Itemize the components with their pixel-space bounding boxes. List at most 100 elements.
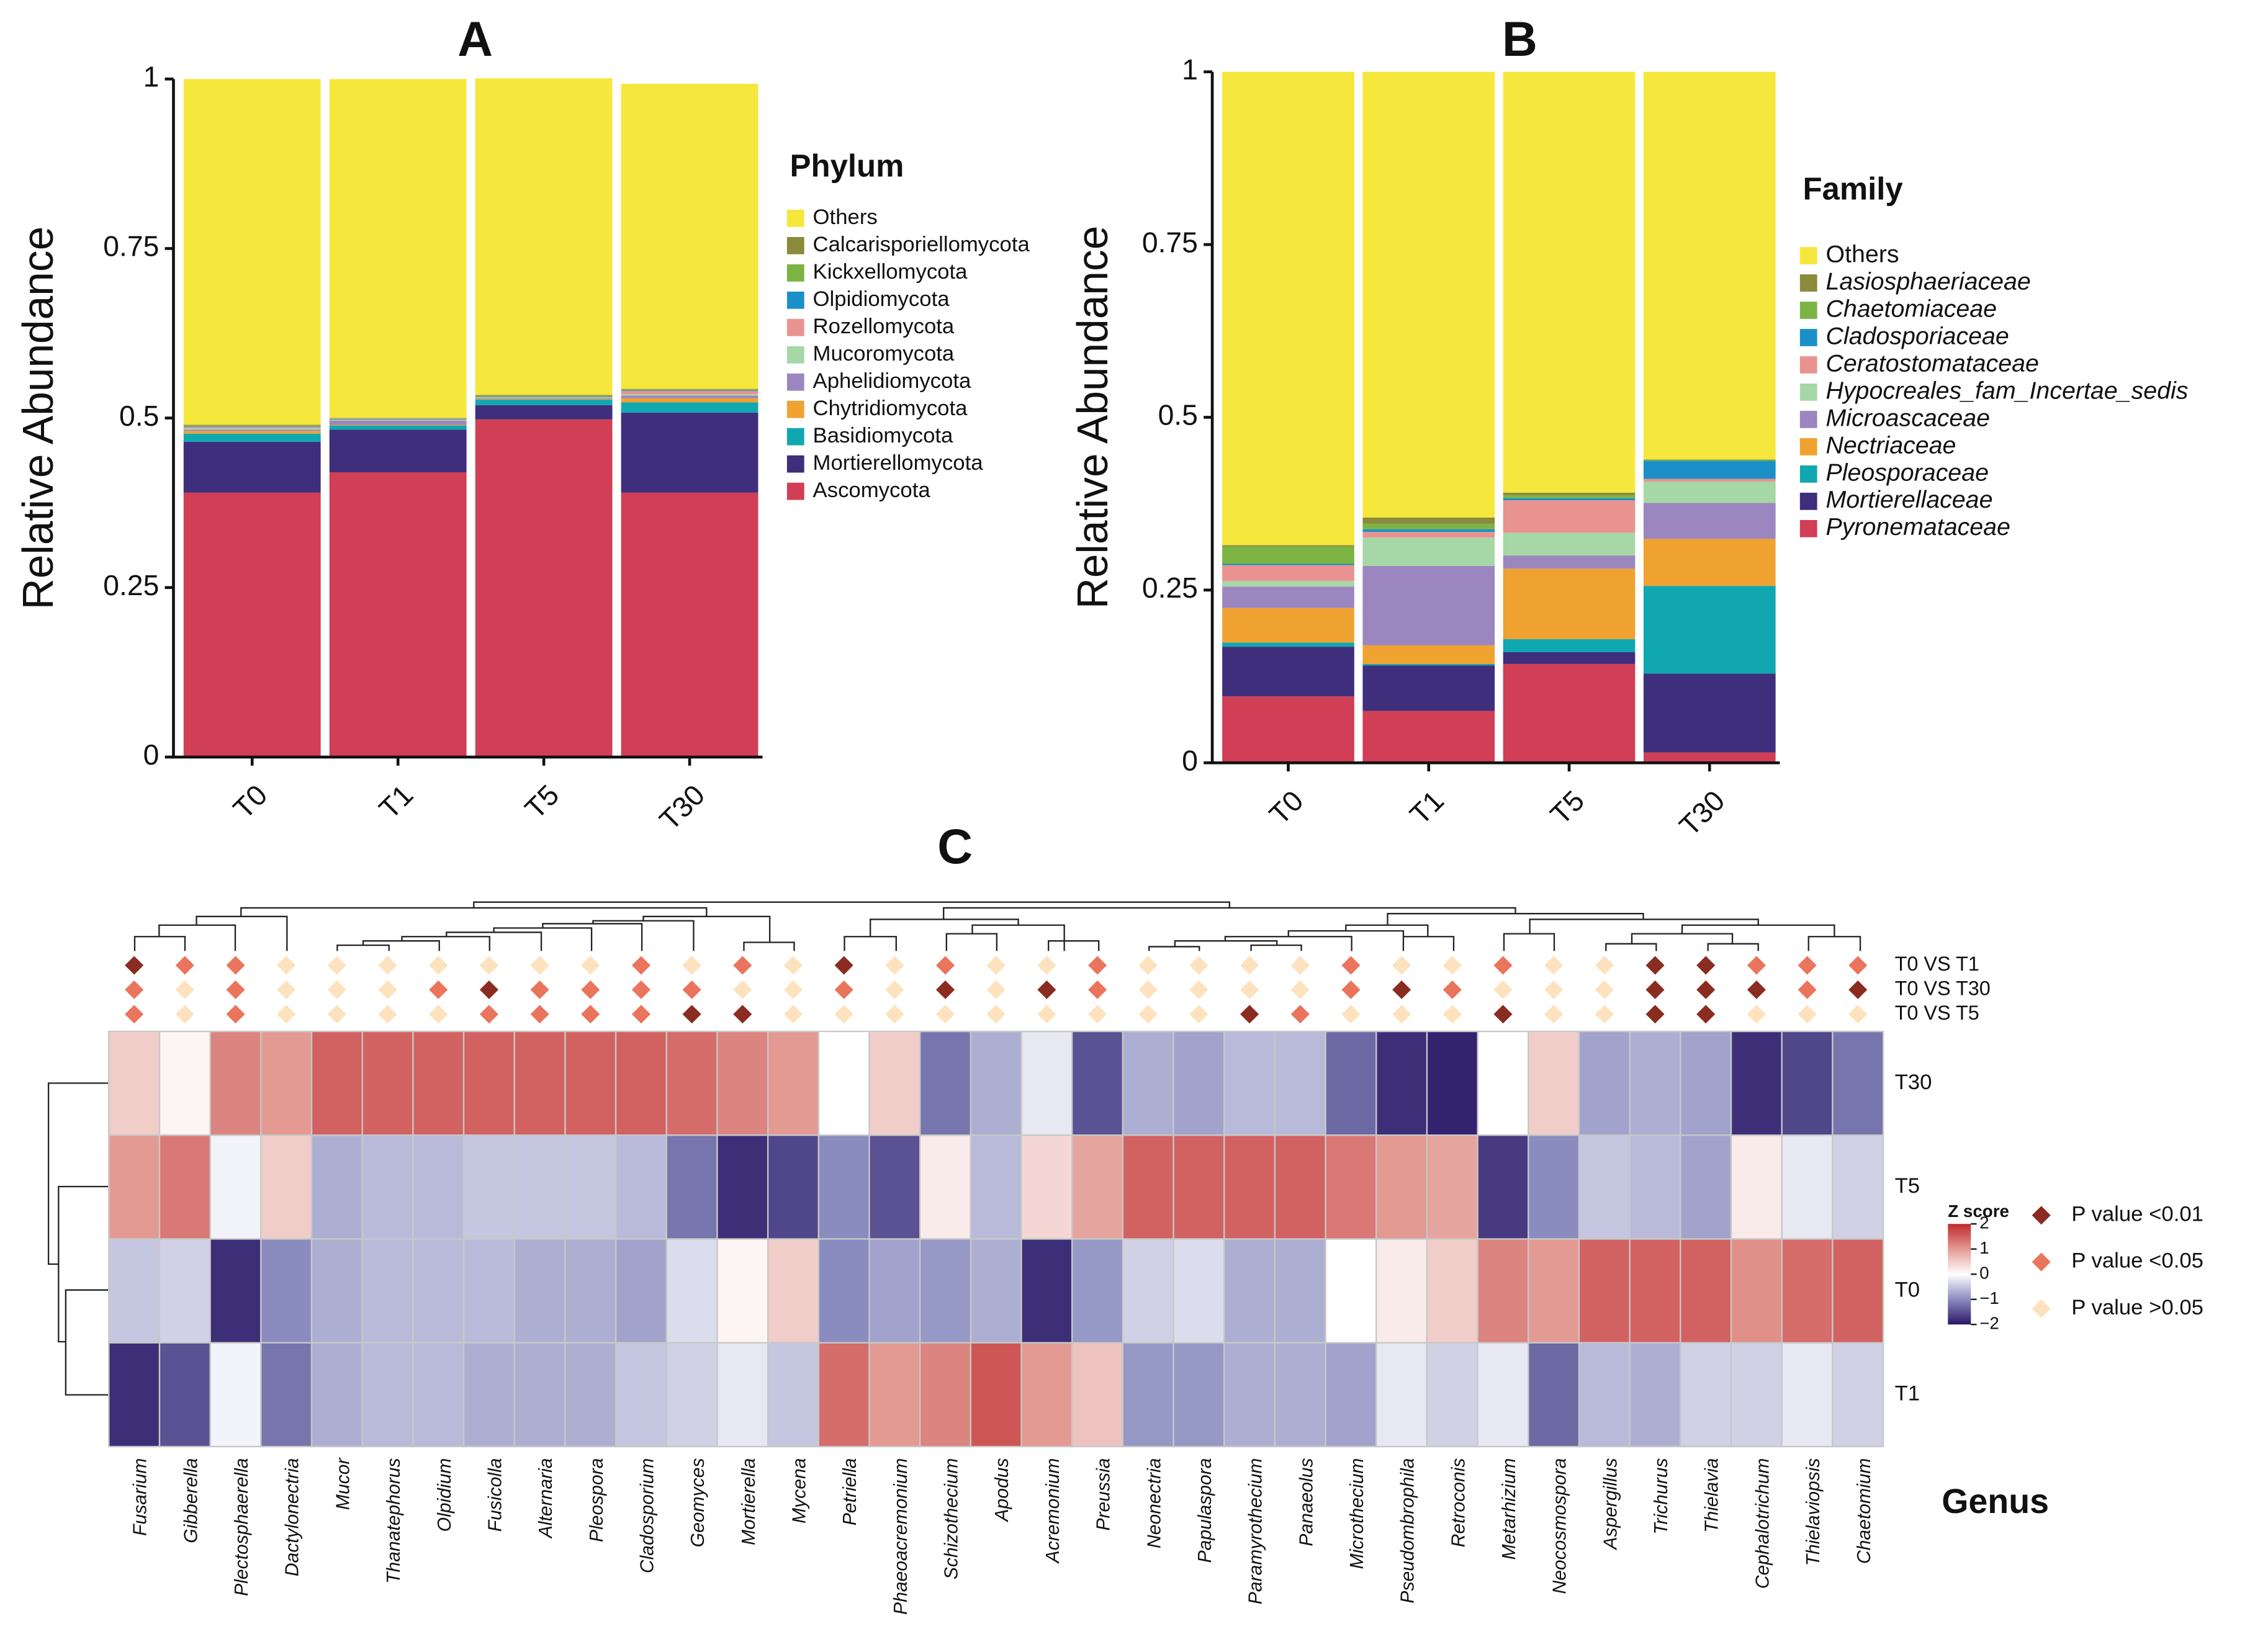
heatmap-cell: [412, 1134, 465, 1240]
column-label: Pleospora: [587, 1458, 607, 1542]
heatmap-cell: [108, 1030, 161, 1136]
column-label: Mucor: [333, 1457, 353, 1511]
heatmap-cell: [1528, 1342, 1580, 1448]
y-tick-label: 0.25: [1142, 572, 1198, 604]
column-label: Cephalotrichum: [1752, 1458, 1773, 1589]
significance-marker: [1138, 956, 1158, 975]
bar-segment: [475, 78, 613, 395]
bar-segment: [1222, 608, 1354, 643]
bar-segment: [1503, 652, 1636, 664]
legend-label: Cladosporiaceae: [1825, 322, 2009, 349]
heatmap-cell: [158, 1030, 211, 1136]
bar-segment: [329, 79, 467, 418]
legend-label: Aphelidiomycota: [813, 369, 971, 393]
significance-marker: [581, 980, 600, 999]
legend-label: Ascomycota: [813, 478, 931, 502]
heatmap-cell: [1223, 1030, 1276, 1136]
significance-marker: [530, 1005, 549, 1024]
heatmap-cell: [1477, 1238, 1529, 1344]
significance-marker: [226, 1005, 245, 1024]
bar-segment: [1222, 545, 1354, 547]
heatmap-cell: [1730, 1342, 1783, 1448]
heatmap-cell: [564, 1342, 617, 1448]
legend-swatch: [1799, 519, 1817, 537]
heatmap-cell: [1730, 1134, 1783, 1240]
bar-segment: [621, 390, 758, 395]
heatmap-cell: [412, 1030, 465, 1136]
column-label: Geomyces: [688, 1458, 708, 1548]
heatmap-cell: [1223, 1238, 1276, 1344]
heatmap-cell: [108, 1134, 161, 1240]
bar-segment: [621, 412, 758, 493]
x-tick-label: T5: [518, 778, 565, 825]
heatmap-cell: [1477, 1030, 1529, 1136]
significance-marker: [581, 956, 600, 975]
heatmap-cell: [716, 1342, 769, 1448]
heatmap-cell: [361, 1030, 414, 1136]
column-label: Panaeolus: [1296, 1458, 1317, 1547]
heatmap-cell: [1477, 1342, 1529, 1448]
heatmap-cell: [767, 1238, 819, 1344]
bar-segment: [1503, 492, 1636, 496]
heatmap-cell: [868, 1238, 921, 1344]
column-label: Alternaria: [536, 1458, 556, 1540]
column-label: Thielavia: [1702, 1458, 1722, 1533]
y-tick-label: 0.75: [103, 230, 159, 263]
legend-swatch: [786, 291, 804, 309]
y-tick-label: 1: [143, 61, 160, 93]
significance-marker: [783, 1005, 803, 1024]
heatmap-cell: [1173, 1030, 1225, 1136]
significance-marker: [1747, 1005, 1766, 1024]
bar-segment: [183, 492, 321, 757]
panel-title: C: [937, 819, 973, 874]
heatmap-cell: [158, 1134, 211, 1240]
heatmap-cell: [564, 1030, 617, 1136]
significance-marker: [226, 980, 245, 999]
heatmap-cell: [260, 1134, 313, 1240]
colorbar-tick-label: 1: [1979, 1238, 1989, 1257]
bar-segment: [1643, 481, 1776, 503]
heatmap-cell: [1122, 1134, 1174, 1240]
column-label: Acremonium: [1043, 1458, 1063, 1564]
y-tick-label: 0.5: [1158, 399, 1198, 431]
bar-segment: [1503, 71, 1636, 493]
heatmap-cell: [1730, 1030, 1783, 1136]
heatmap-cell: [1020, 1134, 1073, 1240]
heatmap-cell: [108, 1238, 161, 1344]
legend-swatch: [1799, 438, 1817, 456]
legend-title: Phylum: [790, 148, 904, 183]
heatmap-cell: [564, 1134, 617, 1240]
significance-marker: [327, 980, 346, 999]
bar-segment: [1643, 71, 1776, 460]
row-label: T1: [1895, 1382, 1920, 1406]
significance-marker: [1696, 1005, 1716, 1024]
column-label: Papulaspora: [1195, 1458, 1215, 1563]
legend-swatch: [786, 373, 804, 391]
legend-title: Family: [1803, 171, 1903, 206]
heatmap-cell: [1578, 1030, 1631, 1136]
significance-marker: [1138, 980, 1158, 999]
significance-marker: [783, 980, 803, 999]
heatmap-cell: [1426, 1238, 1479, 1344]
significance-marker: [429, 1005, 448, 1024]
bar-segment: [329, 424, 467, 426]
significance-marker: [479, 1005, 498, 1024]
heatmap-cell: [1375, 1238, 1428, 1344]
legend-swatch: [1799, 247, 1817, 264]
significance-marker: [682, 1005, 701, 1024]
bar-segment: [183, 79, 321, 425]
significance-marker: [277, 1005, 296, 1024]
heatmap-cell: [817, 1342, 870, 1448]
heatmap-cell: [1274, 1342, 1326, 1448]
heatmap-cell: [1274, 1238, 1326, 1344]
significance-marker: [1443, 1005, 1462, 1024]
bar-segment: [183, 431, 321, 434]
bar-segment: [1222, 71, 1354, 545]
panel-title: A: [457, 12, 493, 66]
significance-marker: [1037, 1005, 1056, 1024]
significance-marker: [226, 956, 245, 975]
heatmap-cell: [310, 1030, 363, 1136]
significance-marker: [1747, 956, 1766, 975]
heatmap-cell: [614, 1030, 667, 1136]
legend-label: Ceratostomataceae: [1825, 349, 2038, 377]
